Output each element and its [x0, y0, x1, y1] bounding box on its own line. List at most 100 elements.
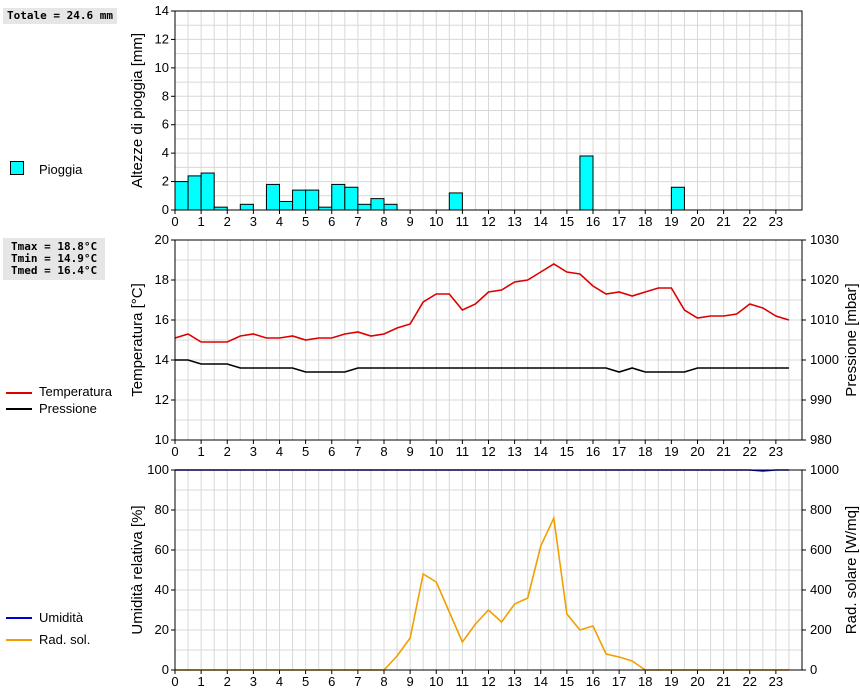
y2-tick-label-1: 1010 — [810, 312, 839, 327]
rain-bar — [331, 183, 346, 211]
y-axis-label-2: Umidità relativa [%] — [129, 505, 146, 634]
rain-bar — [279, 200, 294, 211]
x-tick-label-0: 23 — [769, 214, 783, 229]
plot-frame-2 — [174, 469, 803, 671]
x-tick-label-1: 5 — [302, 444, 309, 459]
legend-rain-label: Pioggia — [39, 162, 83, 177]
x-tick-label-1: 2 — [224, 444, 231, 459]
y-tick-label-0: 8 — [162, 88, 169, 103]
rain-bar — [357, 203, 372, 211]
x-tick-label-2: 12 — [481, 674, 495, 689]
x-tick-label-2: 14 — [534, 674, 548, 689]
x-tick-label-0: 13 — [507, 214, 521, 229]
x-tick-label-0: 7 — [354, 214, 361, 229]
x-tick-label-0: 3 — [250, 214, 257, 229]
y-tick-label-0: 4 — [162, 145, 169, 160]
x-tick-label-0: 0 — [171, 214, 178, 229]
rain-bar — [200, 172, 215, 211]
x-tick-label-1: 11 — [456, 444, 470, 459]
x-tick-label-1: 0 — [171, 444, 178, 459]
y2-tick-label-1: 980 — [810, 432, 832, 447]
y-tick-label-1: 12 — [155, 392, 169, 407]
x-tick-label-2: 8 — [380, 674, 387, 689]
rain-bar — [239, 203, 254, 211]
x-tick-label-2: 9 — [407, 674, 414, 689]
x-tick-label-0: 22 — [743, 214, 757, 229]
y2-tick-label-2: 1000 — [810, 462, 839, 477]
legend-humidity-swatch — [6, 617, 32, 619]
y2-axis-label-2: Rad. solare [W/mq] — [843, 506, 860, 634]
rain-bar — [670, 186, 685, 211]
y2-tick-label-1: 990 — [810, 392, 832, 407]
y-tick-label-2: 60 — [155, 542, 169, 557]
y-tick-label-1: 20 — [155, 232, 169, 247]
x-tick-label-0: 5 — [302, 214, 309, 229]
x-tick-label-1: 3 — [250, 444, 257, 459]
tmed-text: Tmed = 16.4°C — [11, 264, 98, 277]
x-tick-label-2: 22 — [743, 674, 757, 689]
legend-pressure-swatch — [6, 408, 32, 410]
x-tick-label-0: 19 — [664, 214, 678, 229]
y2-tick-label-2: 200 — [810, 622, 832, 637]
x-tick-label-0: 1 — [198, 214, 205, 229]
series-line-temperatura — [174, 263, 790, 343]
x-tick-label-1: 18 — [638, 444, 652, 459]
tmin-text: Tmin = 14.9°C — [11, 252, 98, 265]
x-tick-label-0: 21 — [716, 214, 730, 229]
rain-bar — [187, 175, 202, 211]
rain-bar — [292, 189, 307, 211]
y-tick-label-0: 6 — [162, 117, 169, 132]
x-tick-label-2: 17 — [612, 674, 626, 689]
x-tick-label-1: 8 — [380, 444, 387, 459]
x-tick-label-2: 18 — [638, 674, 652, 689]
x-tick-label-2: 23 — [769, 674, 783, 689]
totale-text: Totale = 24.6 mm — [7, 9, 113, 22]
x-tick-label-0: 8 — [380, 214, 387, 229]
x-tick-label-1: 4 — [276, 444, 283, 459]
y-tick-label-2: 80 — [155, 502, 169, 517]
rain-bar — [174, 181, 189, 211]
y2-tick-label-2: 600 — [810, 542, 832, 557]
x-tick-label-1: 14 — [534, 444, 548, 459]
y2-tick-label-1: 1020 — [810, 272, 839, 287]
plot-frame-1 — [174, 239, 803, 441]
y-tick-label-1: 18 — [155, 272, 169, 287]
x-tick-label-0: 14 — [534, 214, 548, 229]
x-tick-label-1: 6 — [328, 444, 335, 459]
x-tick-label-0: 11 — [456, 214, 470, 229]
legend-solar-label: Rad. sol. — [39, 632, 91, 647]
y-tick-label-1: 16 — [155, 312, 169, 327]
x-tick-label-0: 6 — [328, 214, 335, 229]
x-tick-label-1: 12 — [481, 444, 495, 459]
x-tick-label-2: 15 — [560, 674, 574, 689]
rain-bar — [265, 183, 280, 211]
x-tick-label-1: 21 — [716, 444, 730, 459]
x-tick-label-0: 18 — [638, 214, 652, 229]
y-tick-label-0: 14 — [155, 3, 169, 18]
x-tick-label-2: 3 — [250, 674, 257, 689]
x-tick-label-2: 0 — [171, 674, 178, 689]
x-tick-label-0: 15 — [560, 214, 574, 229]
y-axis-label-1: Temperatura [°C] — [129, 283, 146, 397]
y-tick-label-1: 10 — [155, 432, 169, 447]
y-tick-label-0: 0 — [162, 202, 169, 217]
y2-tick-label-2: 800 — [810, 502, 832, 517]
x-tick-label-2: 6 — [328, 674, 335, 689]
y-tick-label-2: 100 — [147, 462, 169, 477]
y-tick-label-0: 12 — [155, 31, 169, 46]
x-tick-label-2: 19 — [664, 674, 678, 689]
rain-bar — [344, 186, 359, 211]
y2-axis-label-1: Pressione [mbar] — [843, 283, 860, 396]
x-tick-label-0: 10 — [429, 214, 443, 229]
y-axis-label-0: Altezze di pioggia [mm] — [129, 33, 146, 188]
y2-tick-label-1: 1030 — [810, 232, 839, 247]
legend-temperature-swatch — [6, 392, 32, 394]
totale-box: Totale = 24.6 mm — [3, 8, 117, 24]
x-tick-label-1: 1 — [198, 444, 205, 459]
y-tick-label-0: 10 — [155, 60, 169, 75]
x-tick-label-1: 15 — [560, 444, 574, 459]
rain-bar — [305, 189, 320, 211]
x-tick-label-1: 9 — [407, 444, 414, 459]
x-tick-label-1: 10 — [429, 444, 443, 459]
